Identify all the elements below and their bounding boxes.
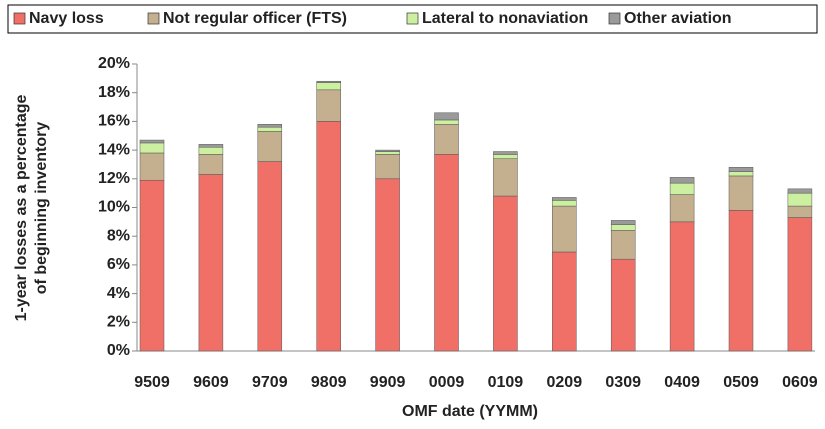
bar-segment: [198, 144, 224, 148]
bar-segment: [316, 89, 341, 122]
legend-label: Navy loss: [29, 10, 104, 27]
x-tick-label: 0609: [782, 374, 818, 391]
bar-segment: [552, 200, 577, 207]
y-tick-label: 20%: [98, 55, 130, 72]
bar-segment: [434, 154, 459, 352]
bar-segment: [787, 205, 813, 218]
bar-segment: [552, 197, 577, 201]
bar-segment: [198, 146, 224, 155]
bar-segment: [257, 161, 283, 352]
legend-swatch: [406, 12, 419, 25]
bar-segment: [375, 154, 400, 180]
bar-segment: [728, 171, 754, 177]
x-tick-label: 0209: [547, 374, 583, 391]
bar-segment: [493, 151, 518, 155]
legend-swatch: [13, 12, 26, 25]
bar-segment: [669, 194, 695, 223]
bar-segment: [669, 182, 695, 195]
y-tick-label: 16%: [98, 113, 130, 130]
x-tick-label: 9809: [311, 374, 347, 391]
bar-segment: [434, 112, 459, 121]
bar-segment: [257, 124, 283, 128]
bar-segment: [552, 251, 577, 352]
x-tick-label: 9909: [370, 374, 406, 391]
y-tick-label: 0%: [107, 342, 130, 359]
bar-segment: [787, 192, 813, 207]
bar-segment: [316, 80, 341, 83]
bar-segment: [375, 178, 400, 352]
x-tick-label: 0109: [488, 374, 524, 391]
y-tick-label: 12%: [98, 170, 130, 187]
y-tick-label: 2%: [107, 314, 130, 331]
bar-segment: [728, 167, 754, 172]
bar-segment: [552, 205, 577, 253]
bar-segment: [375, 149, 400, 152]
legend-swatch: [608, 12, 621, 25]
bar-segment: [139, 142, 165, 154]
bar-segment: [257, 126, 283, 132]
bar-segment: [728, 175, 754, 211]
bar-segment: [434, 124, 459, 155]
y-tick-label: 10%: [98, 199, 130, 216]
bar-segment: [434, 119, 459, 125]
bar-segment: [610, 224, 636, 231]
bar-segment: [610, 230, 636, 260]
y-axis-title: 1-year losses as a percentage: [13, 95, 30, 322]
legend-swatch: [147, 12, 160, 25]
x-tick-label: 9709: [252, 374, 288, 391]
legend-label: Other aviation: [624, 10, 732, 27]
bar-segment: [493, 154, 518, 159]
x-tick-label: 9509: [134, 374, 170, 391]
bar-segment: [728, 210, 754, 352]
bar-segment: [198, 174, 224, 352]
y-tick-label: 18%: [98, 84, 130, 101]
bar-segment: [257, 131, 283, 162]
bar-segment: [669, 177, 695, 184]
bar-segment: [787, 188, 813, 194]
bar-segment: [139, 179, 165, 352]
y-axis-title: of beginning inventory: [33, 122, 50, 295]
x-axis-title: OMF date (YYMM): [402, 403, 538, 420]
bar-segment: [316, 82, 341, 91]
x-tick-label: 0309: [605, 374, 641, 391]
y-tick-label: 6%: [107, 256, 130, 273]
y-tick-label: 8%: [107, 227, 130, 244]
bar-segment: [198, 154, 224, 175]
x-tick-label: 9609: [193, 374, 229, 391]
bar-segment: [139, 139, 165, 144]
bar-segment: [787, 217, 813, 352]
x-tick-label: 0409: [664, 374, 700, 391]
y-tick-label: 4%: [107, 285, 130, 302]
bar-segment: [493, 195, 518, 352]
legend-label: Lateral to nonaviation: [422, 10, 588, 27]
bar-segment: [139, 152, 165, 181]
bar-segment: [610, 220, 636, 225]
bar-segment: [316, 121, 341, 352]
legend-label: Not regular officer (FTS): [163, 10, 347, 27]
x-tick-label: 0009: [429, 374, 465, 391]
bar-segment: [669, 221, 695, 352]
bar-segment: [375, 151, 400, 155]
bar-segment: [610, 258, 636, 352]
y-tick-label: 14%: [98, 141, 130, 158]
bar-segment: [493, 158, 518, 197]
x-tick-label: 0509: [723, 374, 759, 391]
